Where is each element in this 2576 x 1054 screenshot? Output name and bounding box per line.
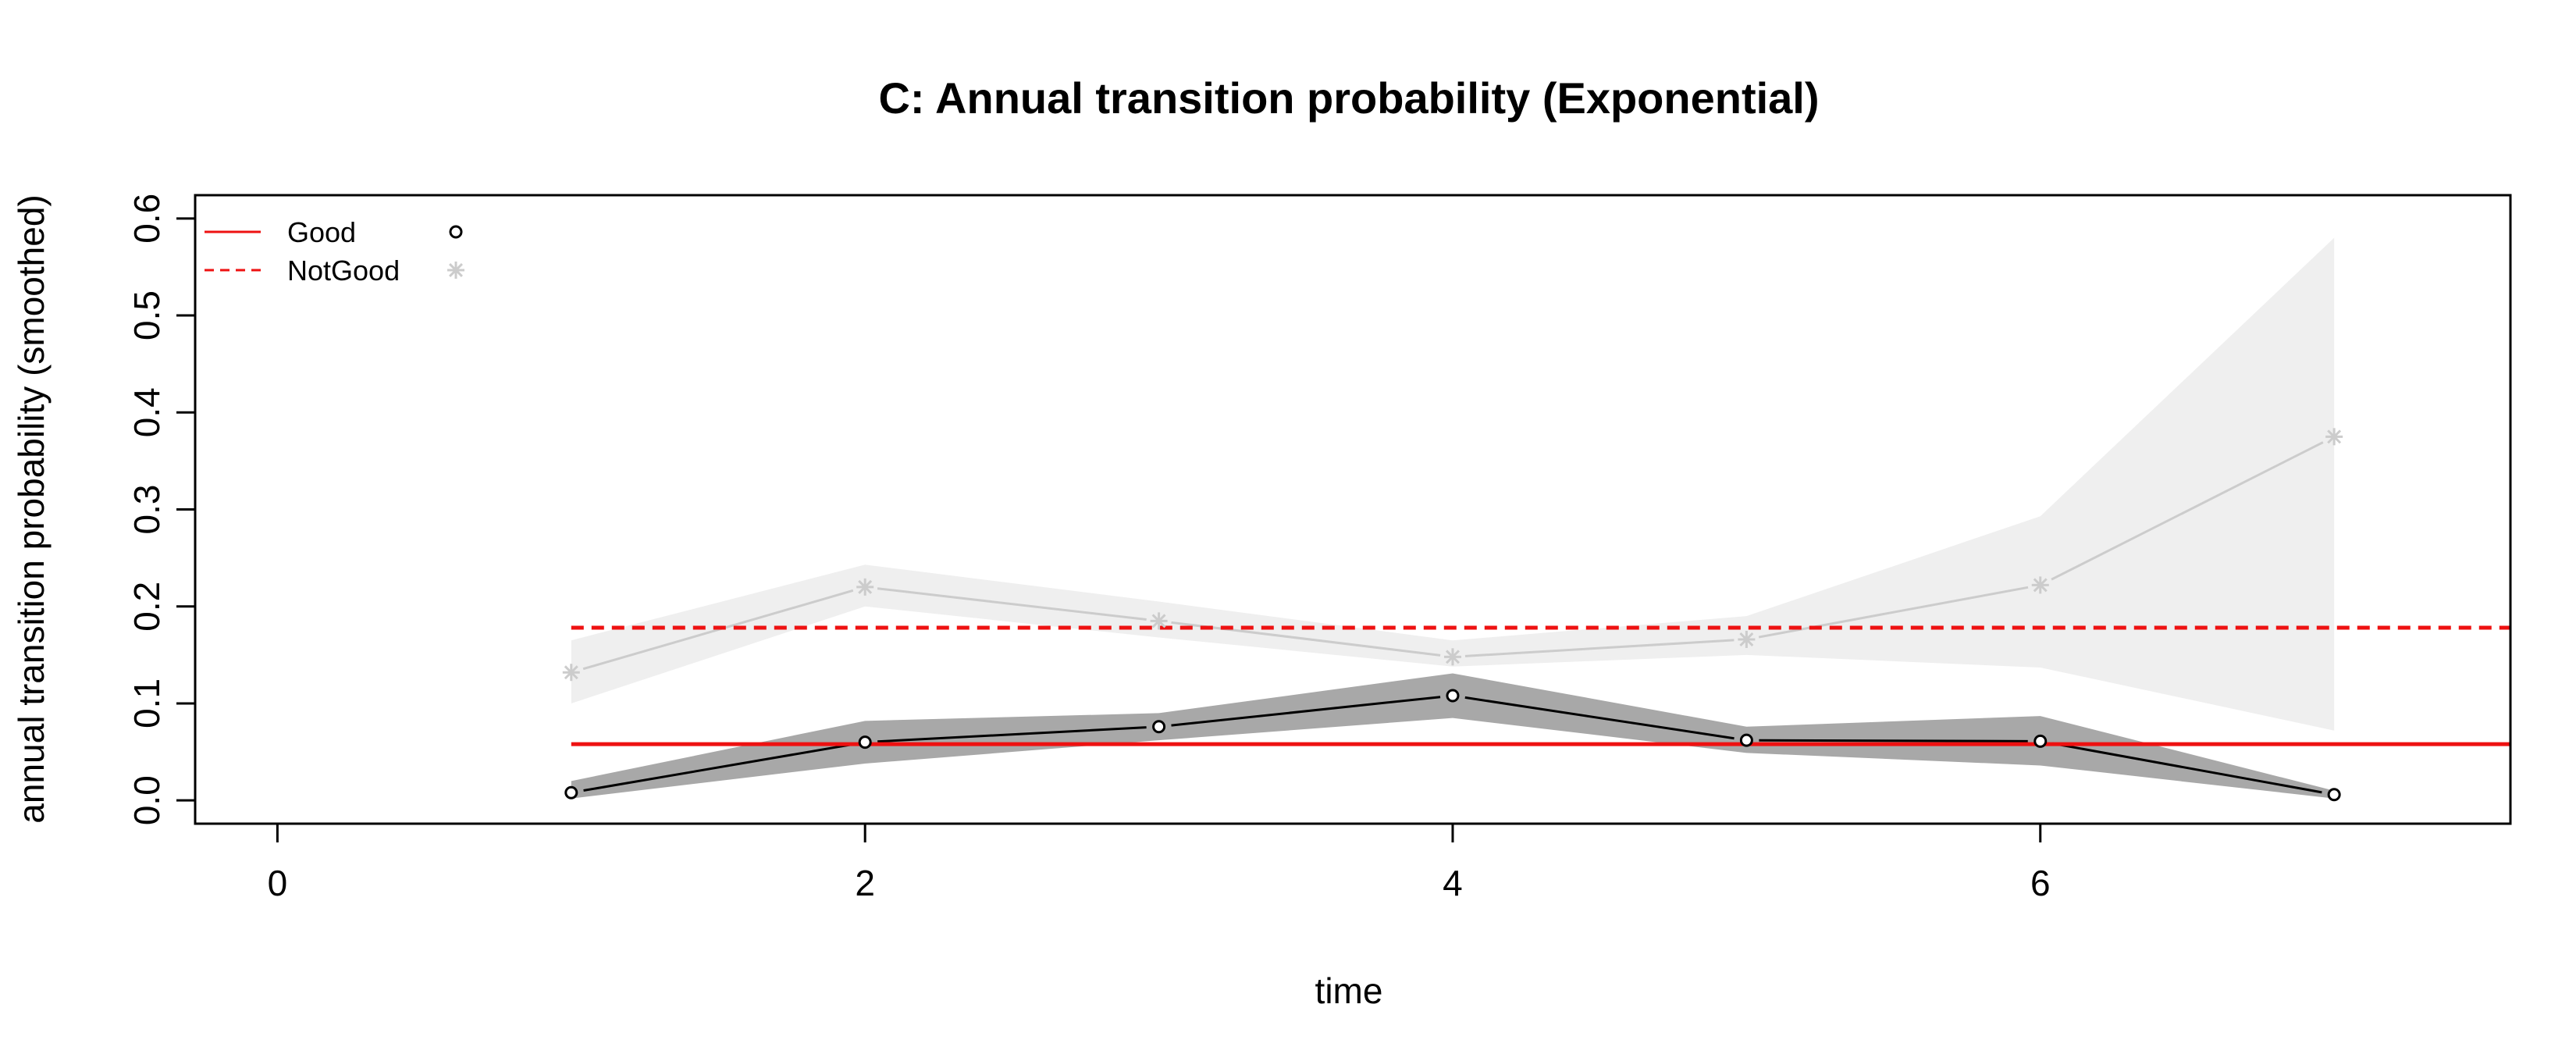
series-markers bbox=[562, 428, 2343, 802]
data-point-notgood bbox=[562, 664, 580, 682]
x-tick-label: 6 bbox=[2030, 863, 2051, 903]
data-point-good bbox=[2327, 788, 2341, 802]
series-segment-notgood bbox=[1464, 639, 1735, 657]
series-segment-good bbox=[1759, 739, 2028, 742]
series-lines bbox=[582, 441, 2324, 794]
x-tick-label: 2 bbox=[855, 863, 875, 903]
series-segment-notgood bbox=[2051, 441, 2324, 581]
band-notgood bbox=[571, 237, 2335, 731]
series-segment-good bbox=[1171, 696, 1441, 727]
data-point-good bbox=[2033, 734, 2048, 748]
series-segment-notgood bbox=[877, 587, 1147, 621]
data-point-notgood bbox=[856, 578, 874, 596]
legend-marker bbox=[447, 262, 464, 279]
data-point-good bbox=[1739, 733, 1753, 747]
y-tick-label: 0.6 bbox=[126, 194, 167, 244]
data-point-good bbox=[1152, 720, 1166, 734]
series-segment-notgood bbox=[1758, 586, 2029, 639]
y-tick-label: 0.5 bbox=[126, 290, 167, 340]
y-tick-label: 0.2 bbox=[126, 582, 167, 632]
y-axis: 0.0 0.1 0.2 0.3 0.4 0.5 0.6 bbox=[126, 194, 197, 825]
series-segment-good bbox=[2052, 742, 2322, 794]
data-point-notgood bbox=[1150, 612, 1168, 630]
legend-item-notgood: NotGood bbox=[205, 255, 464, 287]
y-axis-label: annual transition probability (smoothed) bbox=[11, 194, 52, 823]
series-segment-notgood bbox=[1171, 621, 1441, 657]
plot-area bbox=[194, 194, 2512, 825]
x-axis: 0 2 4 6 bbox=[268, 822, 2051, 903]
legend-label: Good bbox=[287, 216, 356, 248]
x-tick-label: 4 bbox=[1443, 863, 1463, 903]
legend: Good NotGood bbox=[205, 216, 464, 287]
series-segment-good bbox=[877, 726, 1147, 743]
fitted-lines bbox=[571, 625, 2510, 746]
y-tick-label: 0.0 bbox=[126, 775, 167, 825]
data-point-notgood bbox=[1738, 630, 1756, 648]
data-point-good bbox=[858, 735, 872, 750]
x-tick-label: 0 bbox=[268, 863, 288, 903]
legend-item-good: Good bbox=[205, 216, 463, 248]
data-point-good bbox=[1446, 689, 1460, 703]
legend-marker bbox=[449, 225, 463, 239]
y-tick-label: 0.3 bbox=[126, 485, 167, 535]
legend-label: NotGood bbox=[287, 255, 400, 287]
y-tick-label: 0.4 bbox=[126, 387, 167, 437]
data-point-good bbox=[564, 785, 578, 799]
data-point-notgood bbox=[2325, 428, 2343, 446]
x-axis-label: time bbox=[1315, 970, 1383, 1011]
chart-title: C: Annual transition probability (Expone… bbox=[878, 73, 1819, 123]
data-point-notgood bbox=[2031, 576, 2049, 594]
confidence-bands bbox=[571, 237, 2335, 799]
series-segment-good bbox=[583, 742, 853, 792]
y-tick-label: 0.1 bbox=[126, 678, 167, 728]
series-segment-good bbox=[1464, 696, 1735, 740]
data-point-notgood bbox=[1443, 648, 1461, 666]
